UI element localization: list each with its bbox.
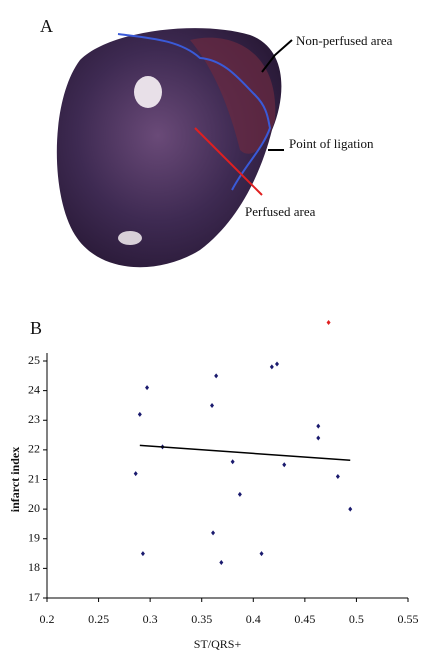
y-tick-label: 19 [28,531,40,545]
data-point [230,459,235,465]
data-point [326,319,331,325]
data-point [211,530,216,536]
y-tick-label: 17 [28,590,40,604]
red-region [190,37,276,154]
annotation: Non-perfused area [296,33,393,48]
y-tick-label: 18 [28,560,40,574]
y-tick-label: 24 [28,382,40,396]
pointer [194,127,263,196]
annotation: Perfused area [245,204,316,219]
x-axis-title: ST/QRS+ [194,637,242,651]
x-tick-label: 0.25 [88,612,109,626]
x-tick-label: 0.4 [246,612,261,626]
data-point [269,364,274,370]
y-axis-title: infarct index [8,447,22,512]
data-point [140,551,145,557]
annotation: Point of ligation [289,136,374,151]
y-tick-label: 23 [28,412,40,426]
data-point [145,385,150,391]
data-point [282,462,287,468]
x-tick-label: 0.55 [398,612,419,626]
panel-label: A [40,16,53,36]
data-point [214,373,219,379]
y-tick-label: 21 [28,471,40,485]
x-tick-label: 0.3 [143,612,158,626]
data-point [335,474,340,480]
x-tick-label: 0.5 [349,612,364,626]
data-point [237,491,242,497]
data-point [316,435,321,441]
perfusion-boundary [117,33,272,191]
x-tick-label: 0.2 [40,612,55,626]
pointer [261,39,293,73]
data-point [210,402,215,408]
data-point [219,559,224,565]
data-point [137,411,142,417]
cavity [118,231,142,245]
y-tick-label: 20 [28,501,40,515]
y-tick-label: 22 [28,442,40,456]
trendline [139,444,351,461]
data-point [316,423,321,429]
x-tick-label: 0.35 [191,612,212,626]
x-tick-label: 0.45 [294,612,315,626]
data-point [259,551,264,557]
photo-panel: A Non-perfused area Point of ligation Pe… [40,16,393,268]
scatter-panel: B 17 18 19 20 21 22 23 24 25 0.2 0.25 0.3 0.35 0.4 0.45… [8,318,419,651]
panel-label: B [30,318,42,338]
data-point [348,506,353,512]
cavity [134,76,162,108]
y-tick-label: 25 [28,353,40,367]
data-point [133,471,138,477]
data-point [275,361,280,367]
